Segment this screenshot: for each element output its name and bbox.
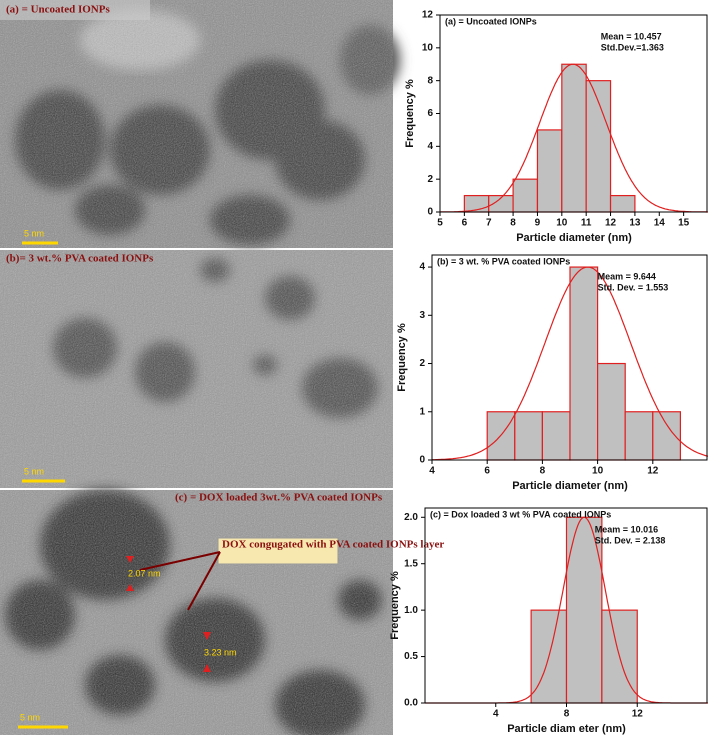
- bar: [565, 516, 603, 704]
- bar: [514, 411, 543, 461]
- y-tick-label: 3: [419, 310, 425, 321]
- x-tick-label: 13: [629, 218, 641, 229]
- plot-frame: [431, 254, 708, 461]
- y-axis-label: Frequency %: [396, 323, 408, 392]
- callout: DOX congugated with PVA coated IONPs lay…: [222, 539, 444, 551]
- annotation: Std. Dev. = 1.553: [598, 282, 669, 292]
- y-tick-label: 6: [427, 108, 433, 119]
- x-axis-label: Particle diameter (nm): [516, 232, 632, 244]
- y-tick-label: 8: [427, 75, 433, 86]
- bar: [652, 411, 681, 461]
- x-tick-label: 6: [462, 218, 468, 229]
- scale-label: 5 nm: [20, 712, 40, 722]
- image-title: (b)= 3 wt.% PVA coated IONPs: [6, 253, 154, 265]
- scale-label: 5 nm: [24, 228, 44, 238]
- x-tick-label: 10: [592, 466, 604, 477]
- bar: [569, 266, 599, 461]
- x-tick-label: 10: [556, 218, 568, 229]
- y-axis-label: Frequency %: [404, 79, 416, 148]
- y-tick-label: 4: [419, 262, 425, 273]
- x-tick-label: 4: [493, 709, 499, 720]
- y-tick-label: 1.5: [404, 558, 418, 569]
- annotation: Meam = 9.644: [598, 271, 656, 281]
- y-tick-label: 10: [422, 42, 434, 53]
- bar: [624, 411, 654, 461]
- y-tick-label: 0: [419, 455, 425, 466]
- bar: [561, 63, 587, 213]
- x-tick-label: 11: [581, 218, 592, 229]
- x-tick-label: 8: [510, 218, 516, 229]
- x-tick-label: 6: [484, 466, 490, 477]
- y-tick-label: 0.5: [404, 651, 418, 662]
- bar: [609, 194, 636, 213]
- scale-label: 5 nm: [24, 466, 44, 476]
- bar: [596, 362, 626, 461]
- x-tick-label: 15: [678, 218, 690, 229]
- fit-curve: [432, 266, 708, 461]
- y-tick-label: 12: [422, 10, 434, 21]
- y-tick-label: 0.0: [404, 698, 418, 709]
- x-tick-label: 12: [605, 218, 617, 229]
- x-tick-label: 8: [540, 466, 546, 477]
- image-title: (c) = DOX loaded 3wt.% PVA coated IONPs: [175, 492, 383, 504]
- thickness-label: 3.23 nm: [204, 647, 237, 657]
- x-tick-label: 12: [647, 466, 659, 477]
- image-title: (a) = Uncoated IONPs: [6, 4, 110, 16]
- tem-image-a: (a) = Uncoated IONPs 5 nm: [0, 0, 400, 248]
- x-tick-label: 7: [486, 218, 492, 229]
- x-axis-label: Particle diameter (nm): [512, 480, 628, 492]
- x-tick-label: 5: [437, 218, 443, 229]
- x-tick-label: 14: [654, 218, 666, 229]
- annotation: Std. Dev. = 2.138: [595, 535, 666, 545]
- annotation: Mean = 10.457: [601, 31, 662, 41]
- chart-title: (c) = Dox loaded 3 wt % PVA coated IONPs: [430, 509, 611, 519]
- chart-title: (a) = Uncoated IONPs: [445, 16, 537, 26]
- y-tick-label: 0: [427, 207, 433, 218]
- thickness-label: 2.07 nm: [128, 568, 161, 578]
- y-tick-label: 4: [427, 141, 433, 152]
- x-tick-label: 12: [632, 709, 644, 720]
- x-tick-label: 9: [535, 218, 541, 229]
- y-tick-label: 2: [419, 358, 425, 369]
- x-axis-label: Particle diam eter (nm): [507, 723, 626, 735]
- tem-image-c: (c) = DOX loaded 3wt.% PVA coated IONPs …: [0, 490, 444, 735]
- y-tick-label: 1: [419, 406, 425, 417]
- y-tick-label: 2.0: [404, 512, 418, 523]
- bar: [512, 178, 539, 213]
- y-tick-label: 1.0: [404, 605, 418, 616]
- tem-image-b: (b)= 3 wt.% PVA coated IONPs 5 nm: [0, 250, 393, 488]
- annotation: Std.Dev.=1.363: [601, 42, 664, 52]
- bar: [541, 411, 571, 461]
- x-tick-label: 4: [429, 466, 435, 477]
- fit-curve: [439, 63, 708, 213]
- y-axis-label: Frequency %: [389, 571, 401, 640]
- x-tick-label: 8: [564, 709, 570, 720]
- chart-title: (b) = 3 wt. % PVA coated IONPs: [437, 256, 570, 266]
- annotation: Meam = 10.016: [595, 524, 658, 534]
- bar: [536, 129, 563, 213]
- y-tick-label: 2: [427, 174, 433, 185]
